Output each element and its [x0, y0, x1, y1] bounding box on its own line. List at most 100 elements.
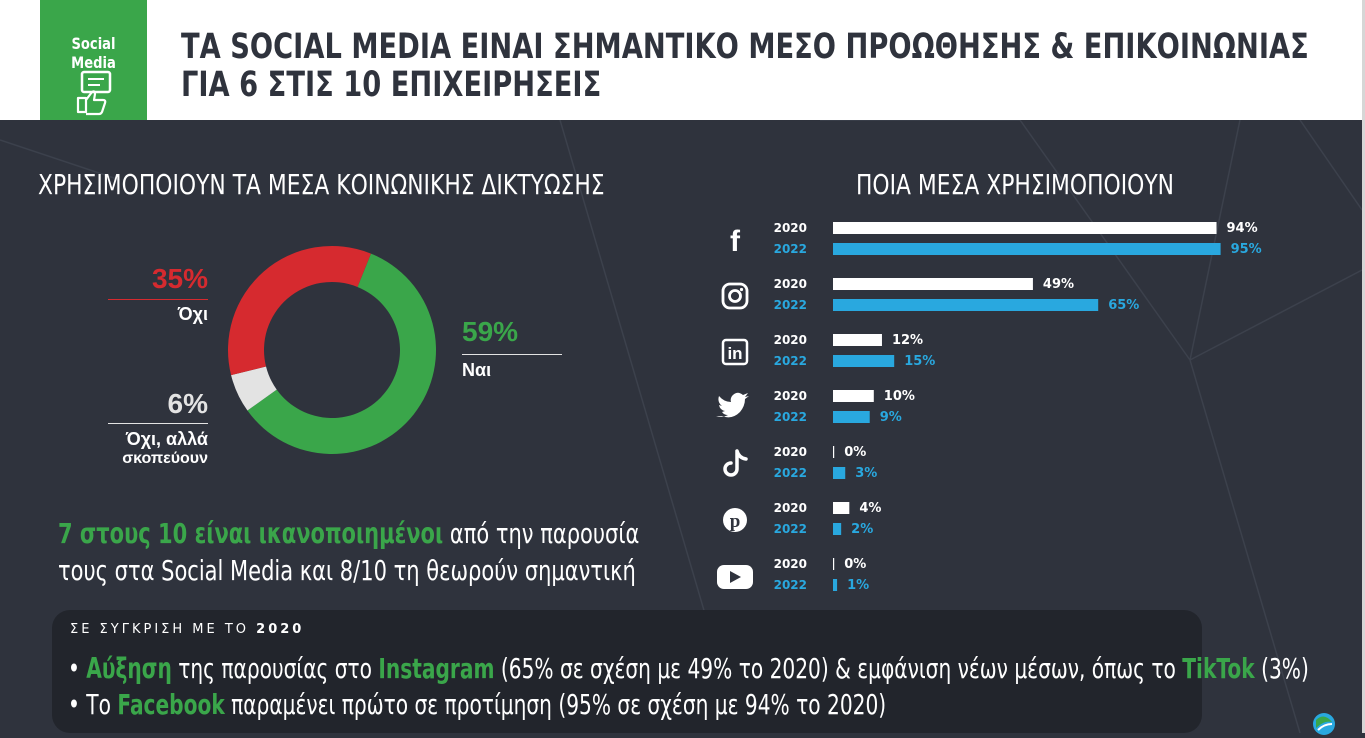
tag-label: Social Media: [71, 34, 116, 72]
series-year-label: 2022: [774, 354, 807, 368]
bar-2022: [833, 411, 870, 423]
series-year-label: 2020: [774, 277, 807, 291]
b1-word-1: Αύξηση: [86, 652, 172, 685]
bar-value-label: 10%: [884, 389, 915, 404]
satisfaction-rest: από την παρουσία: [443, 517, 640, 550]
corner-logo-icon: [1313, 713, 1335, 735]
bar-value-label: 65%: [1108, 298, 1139, 313]
usage-title: ΧΡΗΣΙΜΟΠΟΙΟΥΝ ΤΑ ΜΕΣΑ ΚΟΙΝΩΝΙΚΗΣ ΔΙΚΤΥΩΣ…: [38, 168, 605, 201]
b1-text-2: (65% σε σχέση με 49% το 2020) & εμφάνιση…: [494, 652, 1183, 685]
yes-text-group: Ναι: [462, 360, 491, 381]
bar-2020: [833, 502, 850, 514]
svg-text:p: p: [730, 511, 741, 532]
page-title: ΤΑ SOCIAL MEDIA ΕΙΝΑΙ ΣΗΜΑΝΤΙΚΟ ΜΕΣΟ ΠΡΟ…: [181, 27, 1309, 105]
series-year-label: 2020: [774, 501, 807, 515]
comparison-heading-year: 2020: [256, 622, 305, 637]
series-year-label: 2020: [774, 333, 807, 347]
no-label-group: 35%: [108, 263, 208, 295]
satisfaction-line-2: τους στα Social Media και 8/10 τη θεωρού…: [58, 554, 636, 587]
yes-percent: 59%: [462, 316, 519, 347]
bar-value-label: 94%: [1227, 221, 1258, 236]
bar-value-label: 9%: [880, 410, 902, 425]
bar-2022: [833, 579, 838, 591]
tiktok-icon: [723, 449, 748, 477]
b1-text-3: (3%): [1254, 652, 1309, 685]
plan-label-group: 6%: [108, 388, 208, 420]
bar-value-label: 3%: [855, 466, 877, 481]
plan-percent: 6%: [167, 388, 208, 419]
twitter-icon: [716, 392, 749, 418]
bar-2022: [833, 523, 842, 535]
bar-2020: [833, 446, 835, 458]
series-year-label: 2020: [774, 557, 807, 571]
title-line-2: ΓΙΑ 6 ΣΤΙΣ 10 ΕΠΙΧΕΙΡΗΣΕΙΣ: [181, 65, 602, 105]
bar-2020: [833, 558, 835, 570]
comparison-heading: ΣΕ ΣΥΓΚΡΙΣΗ ΜΕ ΤΟ 2020: [70, 622, 304, 637]
instagram-icon: [721, 282, 749, 310]
plan-rule: [108, 423, 208, 424]
linkedin-icon: in: [721, 338, 749, 366]
satisfaction-highlight: 7 στους 10 είναι ικανοποιημένοι: [58, 517, 444, 550]
bar-value-label: 15%: [904, 354, 935, 369]
series-year-label: 2020: [774, 389, 807, 403]
bar-2022: [833, 467, 846, 479]
no-percent: 35%: [151, 263, 208, 294]
page-edge: [1362, 0, 1365, 733]
pie-slice-no: [227, 246, 371, 376]
series-year-label: 2022: [774, 410, 807, 424]
b2-text-1: Το: [86, 688, 118, 721]
title-line-1: ΤΑ SOCIAL MEDIA ΕΙΝΑΙ ΣΗΜΑΝΤΙΚΟ ΜΕΣΟ ΠΡΟ…: [181, 27, 1309, 67]
bar-value-label: 95%: [1231, 242, 1262, 257]
bar-2022: [833, 299, 1099, 311]
series-year-label: 2022: [774, 466, 807, 480]
b2-text-2: παραμένει πρώτο σε προτίμηση (95% σε σχέ…: [224, 688, 887, 721]
bar-value-label: 0%: [844, 557, 866, 572]
bar-2020: [833, 222, 1217, 234]
bar-value-label: 49%: [1043, 277, 1074, 292]
plan-text-group: Όχι, αλλά σκοπεύουν: [88, 429, 208, 468]
satisfaction-text: 7 στους 10 είναι ικανοποιημένοι από την …: [58, 515, 639, 589]
b1-word-2: Instagram: [378, 652, 495, 685]
pinterest-icon: p: [723, 508, 747, 532]
plan-text-2: σκοπεύουν: [122, 450, 208, 467]
no-text-group: Όχι: [108, 304, 208, 325]
header: ΤΑ SOCIAL MEDIA ΕΙΝΑΙ ΣΗΜΑΝΤΙΚΟ ΜΕΣΟ ΠΡΟ…: [0, 0, 1365, 120]
facebook-icon: f: [730, 225, 741, 258]
b1-word-3: TikTok: [1182, 652, 1255, 685]
bar-value-label: 2%: [851, 522, 873, 537]
b2-word-1: Facebook: [117, 688, 225, 721]
series-year-label: 2020: [774, 445, 807, 459]
usage-donut: [227, 246, 436, 454]
bar-value-label: 12%: [892, 333, 923, 348]
bar-value-label: 1%: [847, 578, 869, 593]
bar-value-label: 0%: [844, 445, 866, 460]
b1-text-1: της παρουσίας στο: [171, 652, 379, 685]
bar-2020: [833, 334, 882, 346]
yes-rule: [462, 354, 562, 355]
platform-bar-chart: f in p 2020 94% 2022 95% 2020 49% 2022 65% 2020 12%…: [716, 221, 1262, 593]
no-rule: [108, 299, 208, 300]
svg-text:in: in: [727, 344, 742, 363]
comparison-bullet-1: • Αύξηση της παρουσίας στο Instagram (65…: [68, 652, 1309, 685]
series-year-label: 2022: [774, 522, 807, 536]
svg-text:f: f: [730, 225, 741, 258]
main-panel: ΧΡΗΣΙΜΟΠΟΙΟΥΝ ΤΑ ΜΕΣΑ ΚΟΙΝΩΝΙΚΗΣ ΔΙΚΤΥΩΣ…: [0, 120, 1362, 733]
bar-2022: [833, 355, 895, 367]
comparison-bullet-2: • Το Facebook παραμένει πρώτο σε προτίμη…: [68, 688, 887, 721]
pie-slice-yes: [247, 253, 436, 454]
pie-slice-plan: [231, 366, 277, 411]
series-year-label: 2020: [774, 221, 807, 235]
bar-2022: [833, 243, 1221, 255]
comparison-heading-prefix: ΣΕ ΣΥΓΚΡΙΣΗ ΜΕ ΤΟ: [70, 622, 250, 637]
series-year-label: 2022: [774, 242, 807, 256]
yes-text: Ναι: [462, 360, 492, 380]
no-text: Όχι: [177, 304, 208, 324]
chat-like-icon: [76, 70, 112, 116]
yes-label-group: 59%: [462, 316, 518, 348]
series-year-label: 2022: [774, 298, 807, 312]
platforms-title: ΠΟΙΑ ΜΕΣΑ ΧΡΗΣΙΜΟΠΟΙΟΥΝ: [856, 168, 1175, 201]
bar-2020: [833, 278, 1033, 290]
youtube-icon: [717, 565, 753, 589]
bar-2020: [833, 390, 874, 402]
comparison-box: ΣΕ ΣΥΓΚΡΙΣΗ ΜΕ ΤΟ 2020 • Αύξηση της παρο…: [52, 610, 1309, 733]
